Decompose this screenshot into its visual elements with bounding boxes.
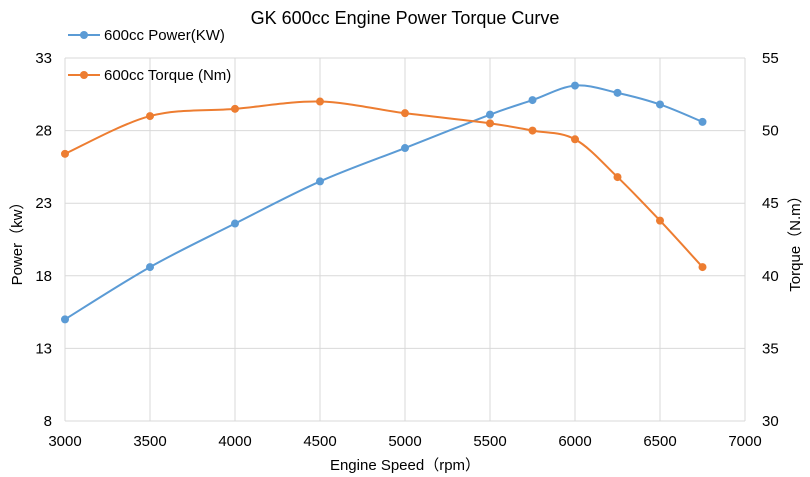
series-torque [61, 97, 707, 272]
data-point [316, 97, 324, 106]
data-point [656, 100, 664, 109]
legend-swatch-marker [80, 71, 88, 79]
data-point [656, 216, 664, 225]
data-point [146, 112, 154, 121]
data-point [231, 219, 239, 228]
tick-labels: 3000 3500 4000 4500 5000 5500 6000 6500 7000 8 13 1… [35, 50, 778, 450]
y-right-tick-label: 30 [762, 413, 779, 430]
series-power [61, 81, 707, 324]
data-point [698, 263, 707, 272]
legend-swatch-marker [80, 31, 88, 39]
series-line [64, 84, 703, 321]
x-tick-label: 3000 [48, 433, 81, 450]
x-tick-label: 6500 [643, 433, 676, 450]
x-tick-label: 5000 [388, 433, 421, 450]
y-right-tick-label: 50 [762, 123, 779, 140]
y-right-tick-label: 35 [762, 340, 779, 357]
x-tick-label: 6000 [558, 433, 591, 450]
data-point [401, 109, 409, 118]
legend-item: 600cc Power(KW) [68, 27, 225, 44]
legend-label: 600cc Power(KW) [104, 27, 225, 44]
y-axis-left-title: Power（kw） [9, 195, 26, 286]
x-tick-label: 3500 [133, 433, 166, 450]
x-tick-label: 4500 [303, 433, 336, 450]
y-left-tick-label: 28 [35, 123, 52, 140]
data-point [231, 104, 239, 113]
data-point [316, 177, 324, 186]
data-point [571, 81, 579, 90]
x-axis-title: Engine Speed（rpm） [330, 457, 480, 474]
y-right-tick-label: 45 [762, 195, 779, 212]
y-left-tick-label: 18 [35, 268, 52, 285]
series-line [64, 100, 704, 268]
data-point [528, 126, 537, 135]
x-tick-label: 5500 [473, 433, 506, 450]
y-axis-right-title: Torque（N.m） [787, 188, 804, 291]
data-point [613, 173, 622, 182]
data-point [401, 144, 409, 153]
x-tick-label: 4000 [218, 433, 251, 450]
legend: 600cc Power(KW) 600cc Torque (Nm) [68, 27, 231, 84]
data-point [613, 88, 622, 97]
chart-title: GK 600cc Engine Power Torque Curve [251, 8, 560, 28]
legend-label: 600cc Torque (Nm) [104, 67, 231, 84]
data-point [61, 149, 69, 158]
data-point [571, 135, 579, 144]
y-right-tick-label: 40 [762, 268, 779, 285]
y-left-tick-label: 33 [35, 50, 52, 67]
data-point [528, 96, 537, 105]
series-layer [61, 81, 707, 324]
legend-item: 600cc Torque (Nm) [68, 67, 231, 84]
y-left-tick-label: 23 [35, 195, 52, 212]
y-left-tick-label: 8 [44, 413, 52, 430]
data-point [486, 119, 494, 128]
y-right-tick-label: 55 [762, 50, 779, 67]
data-point [698, 117, 707, 126]
data-point [61, 315, 69, 324]
data-point [146, 263, 154, 272]
y-left-tick-label: 13 [35, 340, 52, 357]
data-point [486, 110, 494, 119]
x-tick-label: 7000 [728, 433, 761, 450]
